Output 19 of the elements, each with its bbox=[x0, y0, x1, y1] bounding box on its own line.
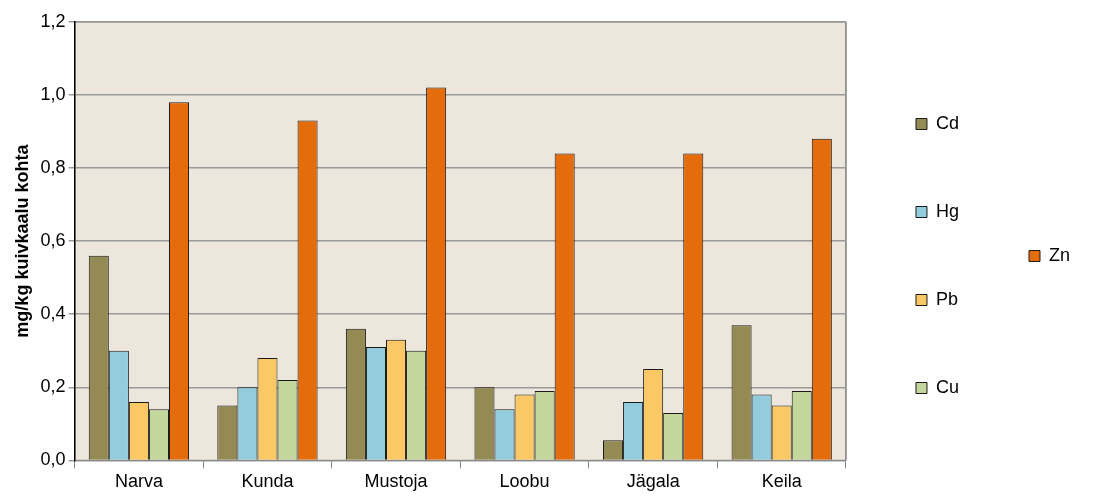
x-tick-label: Jägala bbox=[626, 471, 681, 492]
legend-label: Zn bbox=[1048, 244, 1071, 265]
legend-label: Hg bbox=[935, 200, 959, 221]
x-tick-label: Kunda bbox=[241, 471, 295, 492]
x-tick-label: Loobu bbox=[499, 471, 550, 492]
y-tick-label: 0,0 bbox=[40, 449, 66, 470]
x-tick-label: Keila bbox=[761, 471, 803, 492]
y-axis-title: mg/kg kuivkaalu kohta bbox=[11, 143, 32, 338]
x-tick-label: Mustoja bbox=[364, 471, 429, 492]
legend-label: Cu bbox=[935, 376, 959, 397]
y-tick-label: 0,8 bbox=[40, 156, 66, 177]
y-tick-label: 0,2 bbox=[40, 376, 66, 397]
y-tick-label: 0,6 bbox=[40, 230, 66, 251]
x-tick-label: Narva bbox=[114, 471, 164, 492]
legend-label: Cd bbox=[935, 112, 959, 133]
y-tick-label: 1,2 bbox=[40, 10, 66, 31]
y-tick-label: 1,0 bbox=[40, 83, 66, 104]
y-tick-label: 0,4 bbox=[40, 303, 66, 324]
legend-label: Pb bbox=[935, 288, 959, 309]
